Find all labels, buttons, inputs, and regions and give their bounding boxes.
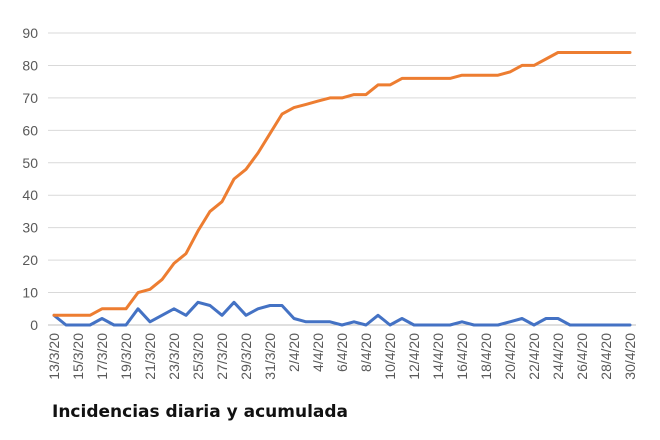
y-tick-label: 20	[22, 252, 38, 268]
x-tick-label: 23/3/20	[166, 333, 182, 380]
y-tick-label: 10	[22, 285, 38, 301]
y-tick-label: 30	[22, 220, 38, 236]
x-tick-label: 24/4/20	[550, 333, 566, 380]
series-line-2	[52, 51, 632, 317]
x-axis-ticks: 13/3/20 15/3/20 17/3/20 19/3/20 21/3/20 23/3/…	[46, 333, 638, 380]
x-tick-label: 12/4/20	[406, 333, 422, 380]
x-tick-label: 18/4/20	[478, 333, 494, 380]
x-tick-label: 21/3/20	[142, 333, 158, 380]
x-tick-label: 10/4/20	[382, 333, 398, 380]
series-lines	[52, 51, 632, 327]
x-tick-label: 8/4/20	[358, 333, 374, 372]
y-tick-label: 40	[22, 187, 38, 203]
y-tick-label: 50	[22, 155, 38, 171]
chart-caption: Incidencias diaria y acumulada	[52, 402, 349, 422]
x-tick-label: 15/3/20	[70, 333, 86, 380]
x-tick-label: 16/4/20	[454, 333, 470, 380]
y-axis-ticks: 0 10 20 30 40 50 60 70 80 90	[22, 25, 38, 333]
series-line-1	[52, 300, 632, 327]
x-tick-label: 17/3/20	[94, 333, 110, 380]
x-tick-label: 25/3/20	[190, 333, 206, 380]
x-tick-label: 6/4/20	[334, 333, 350, 372]
x-tick-label: 13/3/20	[46, 333, 62, 380]
chart: 0 10 20 30 40 50 60 70 80 90 13/3/20 15/3/20 17/3/2…	[22, 25, 638, 380]
x-tick-label: 29/3/20	[238, 333, 254, 380]
x-tick-label: 22/4/20	[526, 333, 542, 380]
x-tick-label: 4/4/20	[310, 333, 326, 372]
x-tick-label: 28/4/20	[598, 333, 614, 380]
x-tick-label: 26/4/20	[574, 333, 590, 380]
y-tick-label: 0	[30, 317, 38, 333]
x-tick-label: 31/3/20	[262, 333, 278, 380]
line-chart: 0 10 20 30 40 50 60 70 80 90 13/3/20 15/3/20 17/3/2…	[22, 25, 638, 380]
x-tick-label: 2/4/20	[286, 333, 302, 372]
x-tick-label: 30/4/20	[622, 333, 638, 380]
x-tick-label: 14/4/20	[430, 333, 446, 380]
x-tick-label: 19/3/20	[118, 333, 134, 380]
y-tick-label: 90	[22, 25, 38, 41]
x-tick-label: 20/4/20	[502, 333, 518, 380]
y-tick-label: 70	[22, 90, 38, 106]
x-tick-label: 27/3/20	[214, 333, 230, 380]
y-tick-label: 80	[22, 57, 38, 73]
y-tick-label: 60	[22, 122, 38, 138]
gridlines	[48, 32, 636, 326]
